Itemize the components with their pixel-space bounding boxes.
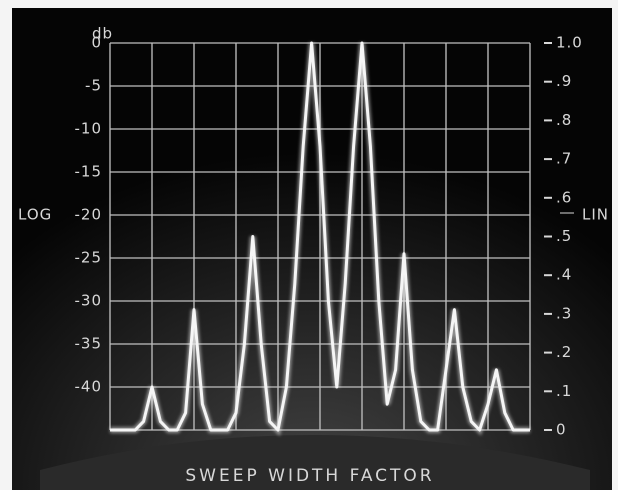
y-label: LOG xyxy=(18,206,52,224)
y-tick-label: -35 xyxy=(75,335,103,353)
y-tick-label: -40 xyxy=(75,378,103,396)
y-tick-label: -10 xyxy=(75,120,103,138)
y2-tick-label: .9 xyxy=(556,72,572,90)
y-tick-label: -30 xyxy=(75,292,103,310)
y2-label: LIN xyxy=(582,206,609,224)
y2-tick-label: 1.0 xyxy=(556,34,583,52)
y2-tick-label: 0 xyxy=(556,421,567,439)
y2-tick-label: .3 xyxy=(556,304,572,322)
y-tick-label: -20 xyxy=(75,206,103,224)
y2-tick-label: .5 xyxy=(556,227,572,245)
y2-tick-label: .8 xyxy=(556,111,572,129)
page: {"chart_data": { "type": "line", "xlabel… xyxy=(0,0,618,490)
y2-tick-label: .6 xyxy=(556,188,572,206)
y-tick-label: -25 xyxy=(75,249,103,267)
y-tick-label: 0 xyxy=(91,34,102,52)
screen: db LOG LIN SWEEP WIDTH FACTOR 0-5-10-15-… xyxy=(0,0,618,490)
y-tick-label: -5 xyxy=(85,77,102,95)
y2-tick-label: .2 xyxy=(556,343,572,361)
y-tick-label: -15 xyxy=(75,163,103,181)
x-label: SWEEP WIDTH FACTOR xyxy=(185,466,434,486)
y2-tick-label: .4 xyxy=(556,266,572,284)
y2-tick-label: .1 xyxy=(556,382,572,400)
y2-tick-label: .7 xyxy=(556,150,572,168)
